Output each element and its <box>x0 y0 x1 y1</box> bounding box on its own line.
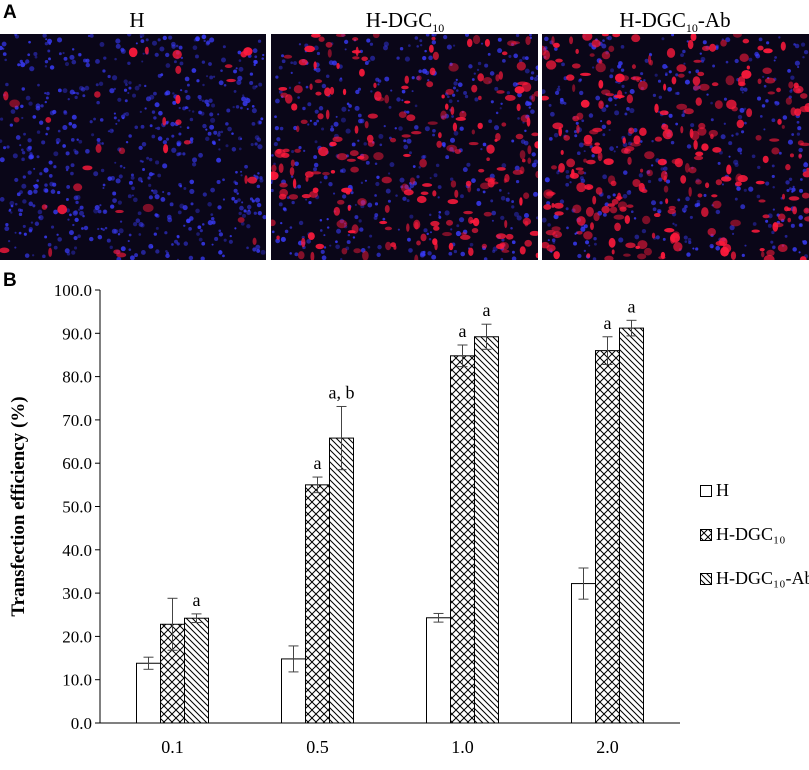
legend-label: H-DGC₁₀ <box>716 524 786 544</box>
legend-item-h-dgc10-ab: H-DGC₁₀-Ab <box>700 568 809 589</box>
y-tick-label: 60.0 <box>62 454 92 473</box>
bar <box>595 350 620 724</box>
legend-label: H-DGC₁₀-Ab <box>716 568 809 588</box>
x-tick-label: 0.1 <box>161 737 184 757</box>
legend-item-h-dgc10: H-DGC₁₀ <box>700 524 786 545</box>
bar <box>426 617 451 724</box>
bar <box>474 336 499 724</box>
image-title-suffix: -Ab <box>697 8 731 32</box>
panel-a-label: A <box>3 2 17 23</box>
bar <box>571 583 596 724</box>
x-tick-label: 0.5 <box>306 737 329 757</box>
significance-label: a <box>459 321 467 341</box>
legend-swatch-diagonal <box>700 572 712 585</box>
y-tick-label: 80.0 <box>62 368 92 387</box>
y-tick-label: 90.0 <box>62 324 92 343</box>
x-tick-label: 1.0 <box>451 737 474 757</box>
y-tick-label: 100.0 <box>54 281 92 300</box>
y-tick-label: 40.0 <box>62 541 92 560</box>
y-tick-label: 0.0 <box>71 714 92 733</box>
y-tick-label: 10.0 <box>62 671 92 690</box>
image-title-text: H <box>129 8 145 32</box>
legend-swatch-empty <box>700 484 712 497</box>
image-title-h-dgc10: H-DGC10 <box>272 8 538 36</box>
significance-label: a <box>483 300 491 320</box>
significance-label: a <box>193 590 201 610</box>
bar <box>329 437 354 724</box>
significance-label: a <box>628 296 636 316</box>
panel-b-label: B <box>3 270 17 291</box>
y-tick-label: 70.0 <box>62 411 92 430</box>
x-tick-label: 2.0 <box>596 737 619 757</box>
micrograph-h <box>0 34 266 260</box>
legend-label: H <box>716 480 729 500</box>
y-tick-label: 50.0 <box>62 498 92 517</box>
image-title-subscript: 10 <box>685 21 698 36</box>
significance-label: a <box>314 453 322 473</box>
bar <box>136 662 161 724</box>
bar <box>184 617 209 724</box>
bar-chart: 0.0 10.0 20.0 30.0 40.0 50.0 60.0 70.0 80.0 90.0 1… <box>8 281 680 757</box>
bar <box>450 355 475 724</box>
bar <box>619 327 644 724</box>
bar <box>305 484 330 724</box>
legend-item-h: H <box>700 480 729 501</box>
y-tick-label: 30.0 <box>62 584 92 603</box>
significance-label: a, b <box>329 382 355 402</box>
image-title-text: H-DGC <box>365 8 433 32</box>
image-title-h-dgc10-ab: H-DGC10-Ab <box>542 8 808 36</box>
y-tick-label: 20.0 <box>62 627 92 646</box>
legend-swatch-crosshatch <box>700 528 712 541</box>
significance-label: a <box>604 313 612 333</box>
image-title-subscript: 10 <box>432 21 445 36</box>
micrograph-h-dgc10 <box>271 34 538 260</box>
image-title-text: H-DGC <box>619 8 686 32</box>
image-title-h: H <box>8 8 266 33</box>
micrograph-h-dgc10-ab <box>542 34 809 260</box>
y-axis-title: Transfection efficiency (%) <box>8 396 29 616</box>
